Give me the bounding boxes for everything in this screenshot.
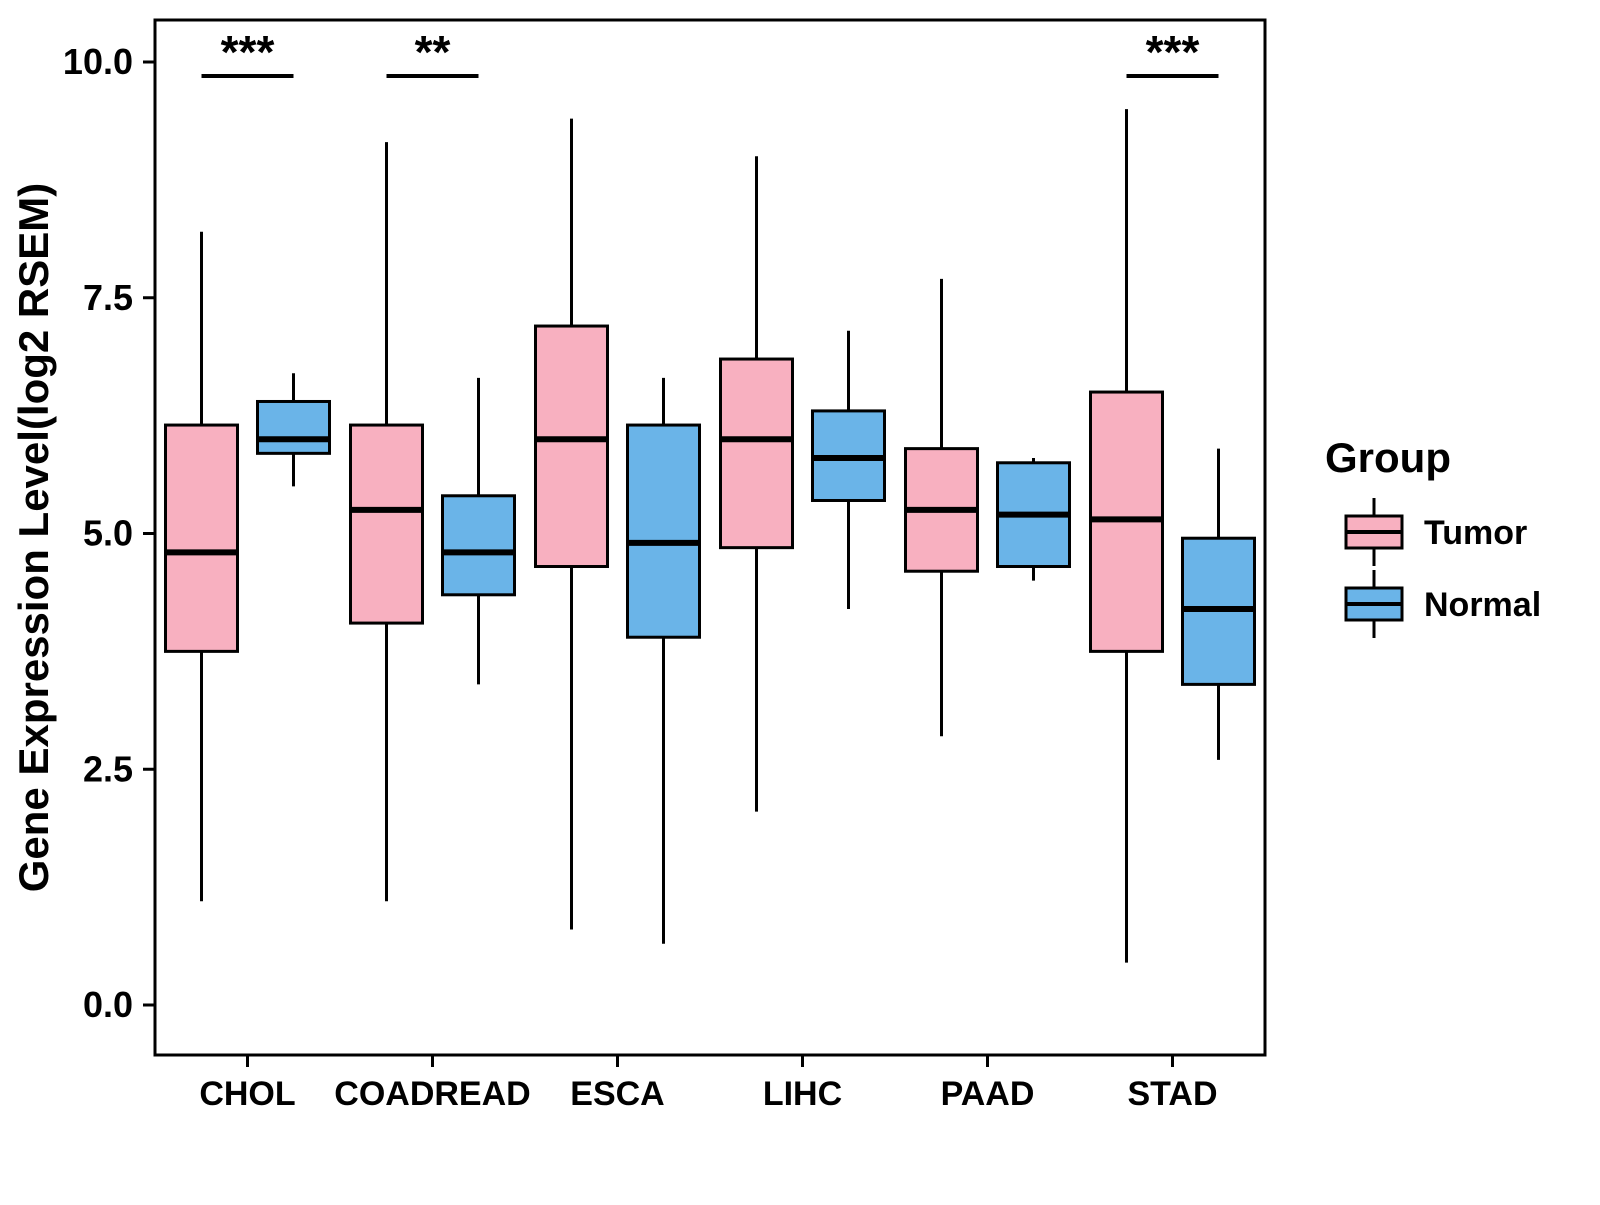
box-tumor-chol [164, 423, 239, 653]
significance-stars-stad: *** [1146, 26, 1200, 78]
box-tumor-lihc [719, 357, 794, 550]
x-tick-label-chol: CHOL [199, 1075, 295, 1113]
legend-title: Group [1325, 434, 1451, 481]
panel-border [153, 18, 1267, 1057]
y-axis-title: Gene Expression Level(log2 RSEM) [10, 183, 57, 893]
box-tumor-coadread [349, 423, 424, 625]
box-tumor-esca [534, 324, 609, 569]
box-normal-chol [256, 399, 331, 455]
y-tick-label: 10.0 [63, 41, 133, 82]
legend-label-tumor: Tumor [1424, 514, 1527, 552]
x-tick-label-lihc: LIHC [763, 1075, 842, 1113]
y-tick-label: 7.5 [83, 277, 133, 318]
y-tick-label: 5.0 [83, 513, 133, 554]
box-normal-esca [626, 423, 701, 639]
y-tick-label: 0.0 [83, 984, 133, 1025]
x-tick-label-coadread: COADREAD [334, 1075, 530, 1113]
significance-stars-chol: *** [221, 26, 275, 78]
legend-label-normal: Normal [1424, 586, 1541, 624]
x-tick-label-esca: ESCA [570, 1075, 664, 1113]
significance-stars-coadread: ** [415, 26, 451, 78]
y-tick-label: 2.5 [83, 748, 133, 789]
x-tick-label-paad: PAAD [941, 1075, 1035, 1113]
x-tick-label-stad: STAD [1127, 1075, 1217, 1113]
box-normal-coadread [441, 494, 516, 597]
